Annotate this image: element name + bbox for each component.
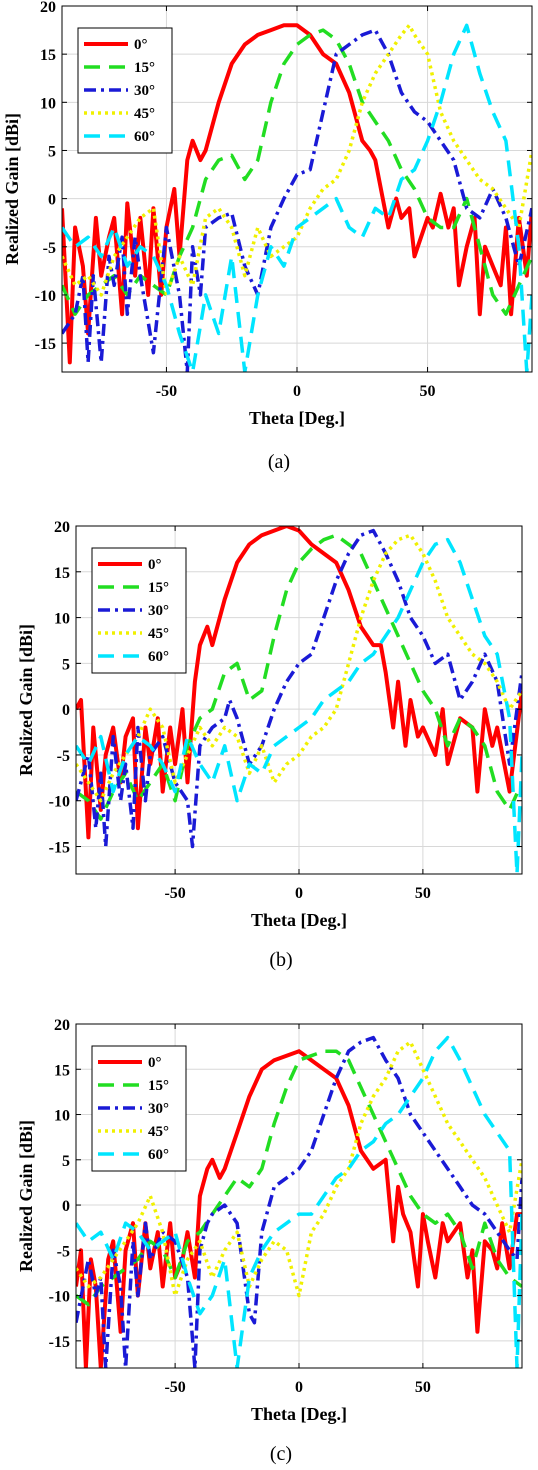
- y-tick-label: -15: [35, 336, 56, 353]
- y-tick-label: 20: [54, 1017, 70, 1034]
- legend: 0° 15° 30° 45° 60°: [91, 1045, 187, 1172]
- legend-entry: 45°: [134, 106, 155, 122]
- y-tick-label: 10: [54, 1108, 70, 1125]
- legend-entry: 60°: [148, 1147, 169, 1163]
- y-tick-label: 0: [62, 1198, 70, 1215]
- legend-entry: 45°: [148, 626, 169, 642]
- x-tick-label: -50: [164, 885, 185, 902]
- legend-entry: 15°: [148, 580, 169, 596]
- series-line: [62, 23, 532, 365]
- y-tick-label: 5: [62, 1153, 70, 1170]
- x-axis-label: Theta [Deg.]: [249, 408, 345, 428]
- y-tick-label: 5: [48, 143, 56, 160]
- y-tick-label: -5: [57, 1243, 70, 1260]
- series-group: [62, 23, 532, 372]
- x-tick-label: 50: [420, 383, 436, 400]
- series-line: [76, 533, 522, 821]
- legend: 0° 15° 30° 45° 60°: [91, 547, 187, 674]
- series-line: [62, 23, 532, 372]
- y-tick-label: 15: [40, 47, 56, 64]
- x-tick-label: 0: [293, 383, 301, 400]
- y-tick-label: 5: [62, 656, 70, 673]
- legend-entry: 15°: [148, 1078, 169, 1094]
- legend-entry: 60°: [148, 649, 169, 665]
- x-tick-label: -50: [156, 383, 177, 400]
- y-tick-label: -10: [49, 794, 70, 811]
- x-tick-label: 50: [415, 885, 431, 902]
- x-axis-label: Theta [Deg.]: [251, 910, 347, 930]
- series-group: [76, 526, 522, 874]
- x-tick-label: 50: [415, 1379, 431, 1396]
- y-tick-label: 10: [54, 611, 70, 628]
- series-line: [76, 528, 522, 849]
- legend-entry: 15°: [134, 60, 155, 76]
- y-tick-label: -5: [43, 240, 56, 257]
- series-line: [76, 526, 522, 840]
- series-group: [76, 1035, 522, 1368]
- x-tick-label: 0: [295, 885, 303, 902]
- legend-entry: 0°: [148, 557, 162, 573]
- y-tick-label: 20: [40, 0, 56, 16]
- y-axis-label: Realized Gain [dBi]: [2, 113, 22, 265]
- y-tick-label: 20: [54, 519, 70, 536]
- x-axis-label: Theta [Deg.]: [251, 1404, 347, 1424]
- subfigure-caption: (a): [268, 451, 290, 473]
- series-line: [62, 28, 532, 372]
- series-line: [76, 533, 522, 803]
- legend: 0° 15° 30° 45° 60°: [77, 27, 173, 154]
- y-axis-label: Realized Gain [dBi]: [16, 1120, 36, 1272]
- y-tick-label: 10: [40, 95, 56, 112]
- y-tick-label: 15: [54, 1062, 70, 1079]
- y-tick-label: -10: [35, 288, 56, 305]
- x-tick-label: 0: [295, 1379, 303, 1396]
- legend-entry: 30°: [134, 83, 155, 99]
- legend-entry: 30°: [148, 603, 169, 619]
- y-tick-label: -10: [49, 1289, 70, 1306]
- subfigure-caption: (b): [269, 949, 292, 971]
- y-tick-label: -5: [57, 748, 70, 765]
- legend-entry: 60°: [134, 129, 155, 145]
- x-tick-label: -50: [164, 1379, 185, 1396]
- legend-entry: 30°: [148, 1101, 169, 1117]
- subfigure-caption: (c): [270, 1443, 292, 1465]
- series-line: [76, 1035, 522, 1368]
- legend-entry: 0°: [134, 37, 148, 53]
- legend-entry: 45°: [148, 1124, 169, 1140]
- y-tick-label: 0: [48, 192, 56, 209]
- series-line: [76, 1035, 522, 1368]
- series-line: [76, 1040, 522, 1298]
- y-tick-label: 15: [54, 565, 70, 582]
- legend-box: [77, 27, 173, 154]
- legend-entry: 0°: [148, 1055, 162, 1071]
- series-line: [76, 1049, 522, 1307]
- y-tick-label: 0: [62, 702, 70, 719]
- y-axis-label: Realized Gain [dBi]: [16, 624, 36, 776]
- y-tick-label: -15: [49, 1334, 70, 1351]
- y-tick-label: -15: [49, 840, 70, 857]
- series-line: [76, 537, 522, 874]
